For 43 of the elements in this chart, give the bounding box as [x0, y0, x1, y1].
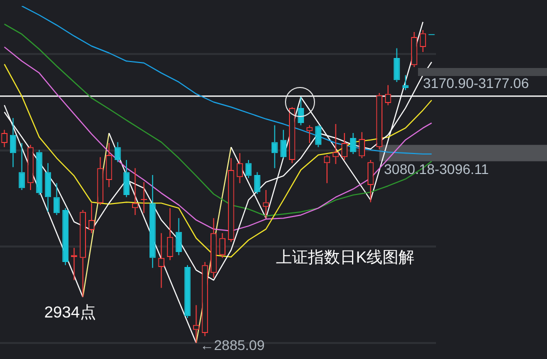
candlestick — [245, 159, 252, 179]
candlestick — [54, 182, 60, 216]
candlestick — [376, 92, 382, 150]
candlestick — [184, 264, 191, 318]
candlestick — [80, 210, 86, 298]
candlestick — [367, 159, 374, 203]
candlestick — [202, 261, 208, 337]
candlestick — [62, 208, 69, 266]
candlestick — [10, 118, 16, 168]
candlestick — [27, 144, 34, 190]
candlestick — [106, 142, 112, 188]
annotation: 上证指数日K线图解 — [276, 248, 415, 266]
candlestick — [394, 48, 400, 83]
candlestick — [350, 132, 356, 155]
candlestick — [114, 142, 121, 163]
annotation: ←2885.09 — [200, 336, 265, 353]
candlestick — [236, 152, 243, 184]
candlestick — [272, 124, 278, 169]
candlestick — [18, 142, 25, 190]
annotation: 2934点 — [44, 303, 96, 322]
candlestick — [315, 124, 322, 148]
candlestick — [210, 218, 217, 278]
candlestick — [123, 159, 130, 198]
candlestick — [219, 232, 226, 258]
candlestick — [228, 158, 234, 242]
annotation: 3170.90-3177.06 — [423, 74, 530, 91]
candlestick — [411, 31, 418, 68]
candlestick — [166, 208, 174, 261]
candlestick — [140, 182, 148, 214]
candlestick — [306, 124, 313, 144]
candlestick — [254, 172, 260, 195]
candlestick — [420, 30, 426, 52]
candlestick — [358, 132, 366, 159]
candlestick — [36, 149, 42, 196]
candlestick — [341, 132, 348, 160]
candlestick — [288, 106, 296, 164]
candlestick — [97, 156, 104, 206]
candlestick — [298, 96, 304, 126]
candlestick — [44, 162, 52, 212]
candlestick — [402, 74, 409, 91]
candlestick — [149, 174, 156, 268]
candlestick — [176, 218, 182, 256]
candlestick — [280, 129, 287, 159]
